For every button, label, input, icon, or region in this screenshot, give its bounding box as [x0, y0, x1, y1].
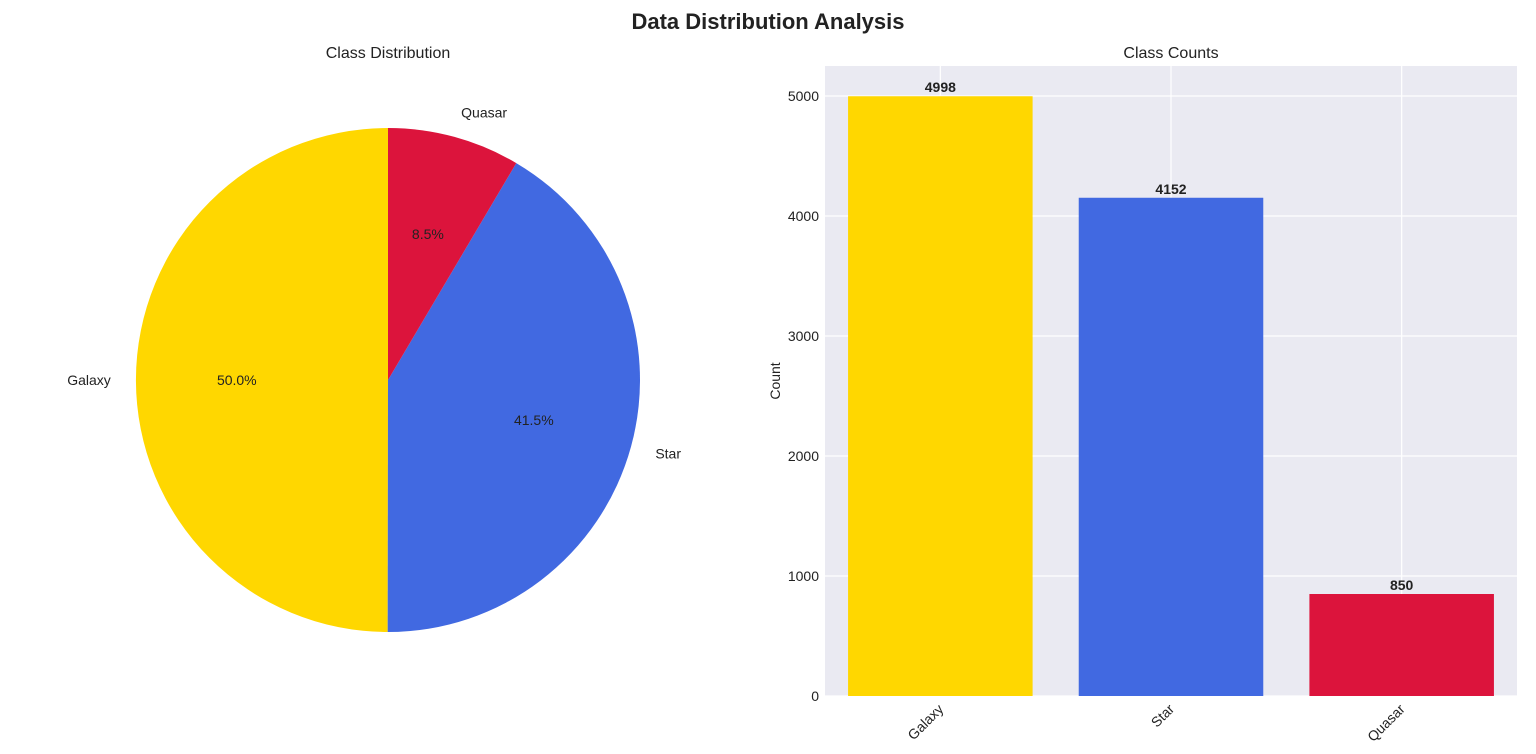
- y-tick-label: 2000: [788, 448, 819, 464]
- pie-slice-galaxy: [135, 127, 388, 632]
- y-tick-label: 4000: [788, 208, 819, 224]
- y-tick-label: 1000: [788, 568, 819, 584]
- pie-label-quasar: Quasar: [461, 105, 507, 121]
- bar-value-label-quasar: 850: [1390, 577, 1414, 593]
- bar-value-label-star: 4152: [1155, 181, 1186, 197]
- y-tick-label: 0: [811, 688, 819, 704]
- bar-quasar: [1309, 594, 1494, 696]
- pie-chart: Class Distribution Galaxy 50.0% Star 41.5% Q…: [67, 45, 681, 632]
- pie-percent-galaxy: 50.0%: [217, 372, 257, 388]
- pie-chart-title: Class Distribution: [326, 45, 450, 62]
- pie-slices: [135, 127, 641, 632]
- y-axis-label: Count: [767, 362, 783, 399]
- pie-label-galaxy: Galaxy: [67, 372, 111, 388]
- figure-title: Data Distribution Analysis: [631, 9, 905, 34]
- x-tick-label-quasar: Quasar: [1364, 701, 1408, 745]
- bar-chart-title: Class Counts: [1123, 45, 1218, 62]
- bars: [848, 96, 1494, 697]
- y-tick-label: 3000: [788, 328, 819, 344]
- x-tick-label-star: Star: [1148, 701, 1178, 731]
- bar-galaxy: [848, 96, 1033, 697]
- pie-slice-quasar: [388, 128, 517, 380]
- bar-star: [1078, 197, 1264, 696]
- bar-value-label-galaxy: 4998: [925, 79, 956, 95]
- pie-percent-quasar: 8.5%: [412, 226, 444, 242]
- y-tick-labels: 0 1000 2000 3000 4000 5000: [788, 88, 819, 704]
- x-tick-label-galaxy: Galaxy: [904, 701, 946, 743]
- pie-slice-star: [387, 163, 641, 632]
- x-tick-labels: Galaxy Star Quasar: [904, 701, 1408, 745]
- bar-chart: Class Counts 4998 4152 850 0 1000 2000 3000 40…: [767, 45, 1517, 745]
- pie-percent-star: 41.5%: [514, 412, 554, 428]
- pie-label-star: Star: [655, 445, 681, 461]
- y-tick-label: 5000: [788, 88, 819, 104]
- pie-labels: Galaxy 50.0% Star 41.5% Quasar 8.5%: [67, 105, 681, 462]
- bar-value-labels: 4998 4152 850: [925, 79, 1414, 593]
